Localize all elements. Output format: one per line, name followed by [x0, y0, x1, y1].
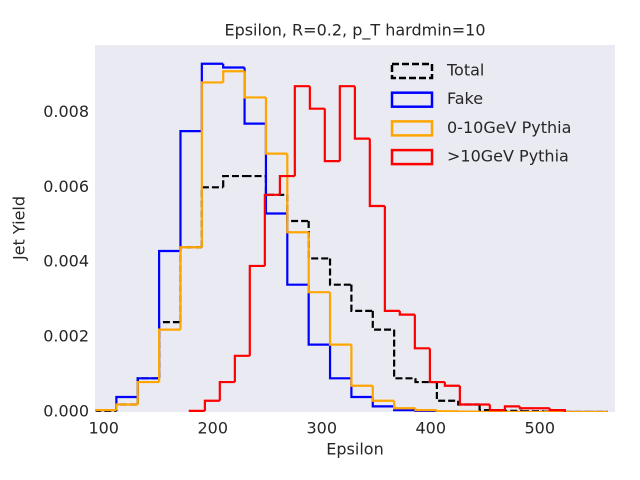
legend-label: Total	[446, 61, 484, 80]
plot-marks	[95, 62, 608, 412]
legend-swatch	[390, 120, 434, 137]
histogram-bin	[307, 284, 331, 346]
histogram-bin	[371, 310, 395, 331]
y-tick-label: 0.004	[43, 252, 89, 271]
y-tick-label: 0.008	[43, 102, 89, 121]
histogram-bin	[179, 246, 202, 330]
legend-label: Fake	[447, 89, 483, 108]
histogram-bin	[203, 399, 220, 411]
histogram-bin	[518, 406, 535, 410]
histogram-bin	[478, 404, 501, 412]
legend-label: >10GeV Pythia	[447, 147, 569, 166]
histogram-bin	[188, 409, 205, 412]
histogram-bin	[218, 380, 235, 401]
histogram-bin	[222, 70, 245, 83]
histogram-bin	[458, 385, 475, 406]
histogram-bin	[414, 378, 437, 384]
histogram-bin	[328, 292, 352, 346]
x-tick-label: 400	[415, 419, 446, 438]
histogram-bin	[263, 193, 280, 266]
histogram-bin	[307, 232, 331, 294]
histogram-bin	[350, 344, 373, 387]
histogram-bin	[278, 174, 295, 195]
histogram-bin	[368, 138, 385, 208]
histogram-bin	[414, 408, 437, 412]
x-tick-label: 500	[525, 419, 556, 438]
x-axis-label: Epsilon	[326, 440, 383, 459]
histogram-bin	[264, 97, 288, 155]
histogram-bin	[200, 186, 224, 248]
histogram-bin	[286, 213, 309, 286]
histogram-bin	[328, 258, 352, 286]
histogram-bin	[488, 404, 505, 412]
y-tick-label: 0.006	[43, 177, 89, 196]
histogram-bin	[222, 63, 245, 69]
histogram-bin	[393, 400, 416, 410]
legend-label: 0-10GeV Pythia	[447, 118, 571, 137]
histogram-bin	[428, 348, 445, 384]
histogram-bin	[457, 400, 480, 406]
histogram-bin	[115, 403, 138, 411]
histogram-bin	[328, 344, 352, 380]
y-axis-label: Jet Yield	[10, 196, 29, 261]
histogram-bin	[158, 328, 181, 383]
histogram-bin	[350, 284, 373, 312]
histogram-bin	[503, 405, 520, 411]
histogram-bin	[323, 108, 340, 163]
histogram-bin	[398, 310, 415, 316]
histogram-bin	[435, 410, 459, 412]
histogram-bin	[353, 86, 370, 140]
histogram-bin	[548, 408, 566, 412]
histogram-bin	[371, 385, 395, 402]
y-tick-label: 0.002	[43, 327, 89, 346]
x-tick-label: 200	[197, 419, 228, 438]
histogram-bin	[413, 314, 430, 350]
chart-title: Epsilon, R=0.2, p_T hardmin=10	[224, 21, 485, 41]
histogram-bin	[95, 410, 117, 412]
histogram-bin	[179, 130, 202, 251]
histogram-bin	[233, 354, 250, 383]
histogram-bin	[435, 382, 459, 402]
legend-swatch	[390, 62, 434, 80]
histogram-bin	[443, 382, 460, 387]
legend-swatch	[390, 148, 434, 166]
histogram-bin	[222, 174, 245, 188]
histogram-bin	[136, 380, 160, 405]
histogram-bin	[383, 206, 400, 312]
x-tick-label: 300	[306, 419, 337, 438]
y-tick-label: 0.000	[43, 402, 89, 421]
histogram-bin	[308, 86, 325, 110]
histogram-bin	[200, 81, 224, 248]
legend-swatch	[390, 91, 434, 108]
histogram-bin	[338, 85, 355, 162]
histogram-bin	[95, 409, 117, 412]
x-tick-label: 100	[88, 419, 119, 438]
histogram-bin	[286, 153, 309, 234]
histogram-bin	[248, 264, 265, 356]
histogram-bin	[393, 329, 416, 380]
histogram-bin	[293, 85, 310, 177]
histogram-bin	[243, 71, 266, 99]
